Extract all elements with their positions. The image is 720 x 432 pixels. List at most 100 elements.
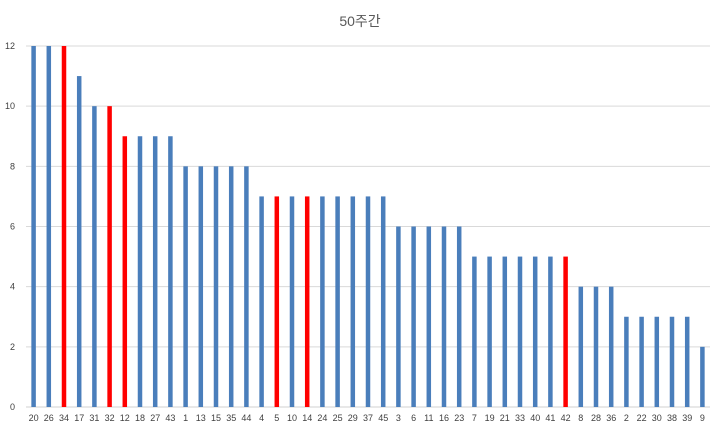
x-tick-label: 45 <box>378 413 388 423</box>
x-tick-label: 36 <box>606 413 616 423</box>
x-tick-label: 5 <box>274 413 279 423</box>
bar-44 <box>244 166 249 407</box>
bar-31 <box>92 106 97 408</box>
bar-27 <box>152 136 158 407</box>
x-tick-label: 31 <box>89 413 99 423</box>
x-tick-label: 10 <box>287 413 297 423</box>
bar-23 <box>456 226 462 407</box>
bar-34 <box>61 46 67 407</box>
bar-16 <box>441 226 447 407</box>
bar-42 <box>563 256 568 407</box>
x-tick-label: 6 <box>411 413 416 423</box>
bar-41 <box>548 256 553 407</box>
x-tick-label: 40 <box>530 413 540 423</box>
bar-39 <box>684 316 690 407</box>
x-axis-ticks: 20 26 34 17 31 32 12 18 27 43 1 13 15 35 44 4 5 10 14 24 25 2… <box>29 413 705 423</box>
x-tick-label: 15 <box>211 413 221 423</box>
x-tick-label: 33 <box>515 413 525 423</box>
bar-43 <box>168 136 173 407</box>
bar-35 <box>228 166 234 407</box>
x-tick-label: 3 <box>396 413 401 423</box>
x-tick-label: 1 <box>183 413 188 423</box>
x-tick-label: 2 <box>624 413 629 423</box>
x-tick-label: 24 <box>317 413 327 423</box>
x-tick-label: 38 <box>667 413 677 423</box>
bar-33 <box>517 256 523 407</box>
bar-9 <box>700 346 705 407</box>
x-tick-label: 43 <box>165 413 175 423</box>
bar-2 <box>624 316 629 407</box>
x-tick-label: 44 <box>241 413 251 423</box>
x-tick-label: 34 <box>59 413 69 423</box>
bar-17 <box>76 76 82 407</box>
x-tick-label: 11 <box>424 413 433 423</box>
bar-36 <box>608 286 614 407</box>
x-tick-label: 29 <box>348 413 358 423</box>
x-tick-label: 30 <box>652 413 662 423</box>
x-tick-label: 32 <box>105 413 115 423</box>
bar-40 <box>532 256 538 407</box>
x-tick-label: 37 <box>363 413 373 423</box>
bar-32 <box>107 106 112 408</box>
x-tick-label: 28 <box>591 413 601 423</box>
x-tick-label: 23 <box>454 413 464 423</box>
x-tick-label: 16 <box>439 413 449 423</box>
bar-7 <box>472 256 477 407</box>
bar-30 <box>654 316 660 407</box>
y-tick-label: 10 <box>5 101 15 111</box>
bar-1 <box>183 166 188 407</box>
bar-4 <box>259 196 264 407</box>
y-tick-label: 2 <box>10 342 15 352</box>
x-tick-label: 20 <box>29 413 39 423</box>
x-tick-label: 18 <box>135 413 145 423</box>
bar-3 <box>396 226 401 407</box>
x-tick-label: 25 <box>333 413 343 423</box>
x-tick-label: 41 <box>545 413 555 423</box>
bar-24 <box>320 196 325 407</box>
bar-21 <box>502 256 508 407</box>
y-tick-label: 0 <box>10 402 15 412</box>
x-tick-label: 7 <box>472 413 477 423</box>
x-tick-label: 17 <box>74 413 84 423</box>
bar-8 <box>578 286 584 407</box>
x-tick-label: 39 <box>682 413 692 423</box>
bar-18 <box>137 136 143 407</box>
bar-22 <box>639 316 644 407</box>
y-tick-label: 6 <box>10 222 15 232</box>
bar-19 <box>487 256 492 407</box>
bar-28 <box>593 286 599 407</box>
bar-14 <box>304 196 310 407</box>
bar-5 <box>274 196 280 407</box>
x-tick-label: 8 <box>578 413 583 423</box>
x-tick-label: 27 <box>150 413 160 423</box>
bar-20 <box>31 46 36 407</box>
y-axis-ticks: 0 2 4 6 8 10 12 <box>5 41 15 412</box>
bar-38 <box>669 316 675 407</box>
x-tick-label: 9 <box>700 413 705 423</box>
bar-37 <box>365 196 371 407</box>
bar-15 <box>213 166 219 407</box>
x-tick-label: 42 <box>561 413 571 423</box>
bars <box>31 46 705 408</box>
bar-25 <box>335 196 340 407</box>
chart-title: 50주간 <box>339 13 380 29</box>
bar-26 <box>46 46 52 407</box>
bar-12 <box>122 136 128 407</box>
x-tick-label: 26 <box>44 413 54 423</box>
bar-45 <box>380 196 386 407</box>
x-tick-label: 21 <box>500 413 510 423</box>
y-tick-label: 4 <box>10 282 15 292</box>
x-tick-label: 19 <box>485 413 495 423</box>
bar-13 <box>198 166 204 407</box>
y-tick-label: 12 <box>5 41 15 51</box>
bar-29 <box>350 196 356 407</box>
x-tick-label: 12 <box>120 413 130 423</box>
x-tick-label: 4 <box>259 413 264 423</box>
x-tick-label: 22 <box>637 413 647 423</box>
bar-6 <box>411 226 416 407</box>
y-tick-label: 8 <box>10 161 15 171</box>
bar-10 <box>289 196 295 407</box>
bar-11 <box>426 226 432 407</box>
